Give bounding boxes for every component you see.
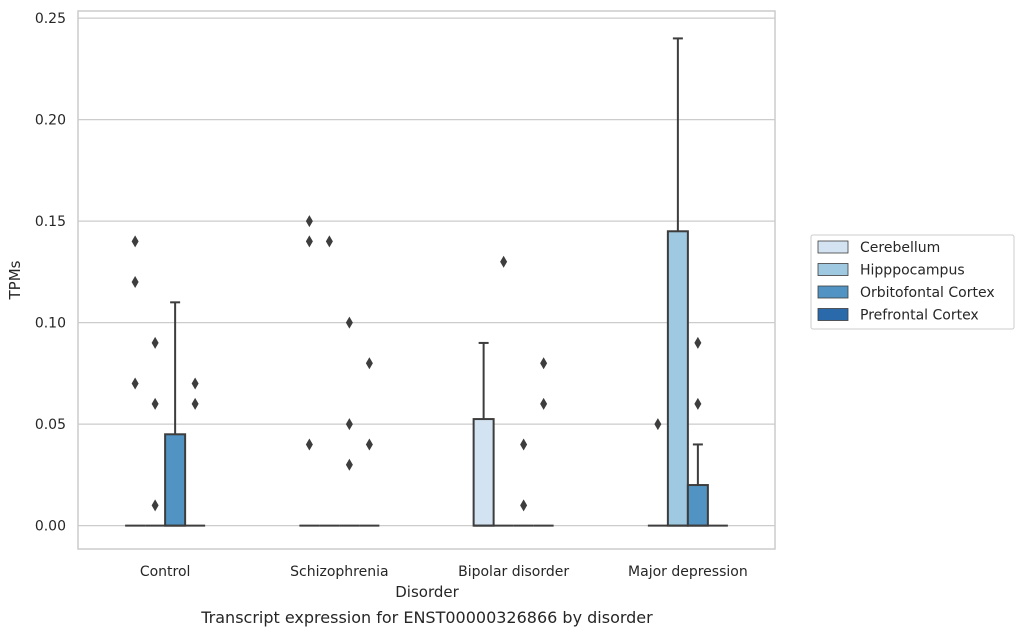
outlier-point xyxy=(694,397,702,410)
y-tick-label: 0.25 xyxy=(35,11,66,27)
box-2-0 xyxy=(472,341,495,527)
x-tick-label: Control xyxy=(140,564,191,580)
legend-entry: Prefrontal Cortex xyxy=(817,308,979,324)
outlier-point xyxy=(540,357,548,370)
outlier-point xyxy=(345,316,353,329)
legend-label: Orbitofontal Cortex xyxy=(860,285,995,301)
outlier-point xyxy=(305,215,313,228)
y-tick-label: 0.20 xyxy=(35,113,66,129)
y-tick-label: 0.05 xyxy=(35,417,66,433)
outlier-point xyxy=(131,377,139,390)
box-body xyxy=(666,230,689,527)
outlier-point xyxy=(520,438,528,451)
outlier-point xyxy=(325,235,333,248)
legend-swatch xyxy=(817,263,849,276)
legend-swatch xyxy=(817,285,849,299)
x-tick-label: Schizophrenia xyxy=(290,564,388,580)
outlier-point xyxy=(345,418,353,431)
outlier-point xyxy=(131,276,139,289)
outlier-point xyxy=(500,255,508,268)
legend-entry: Cerebellum xyxy=(817,240,940,256)
legend-swatch xyxy=(817,308,849,321)
outliers xyxy=(131,215,702,512)
box-3-1 xyxy=(666,37,689,527)
box-body xyxy=(686,484,709,527)
legend-entry: Hipppocampus xyxy=(817,263,965,279)
y-tick-label: 0.00 xyxy=(35,519,66,535)
x-axis-ticks: Control Schizophrenia Bipolar disorder Majo… xyxy=(140,564,748,580)
outlier-point xyxy=(131,235,139,248)
outlier-point xyxy=(305,438,313,451)
outlier-point xyxy=(365,357,373,370)
box-3-2 xyxy=(686,443,709,527)
chart-title: Transcript expression for ENST0000032686… xyxy=(200,608,653,627)
legend-swatch xyxy=(817,240,849,254)
boxes xyxy=(125,37,728,527)
y-tick-label: 0.15 xyxy=(35,214,66,230)
legend-frame xyxy=(810,234,1015,330)
outlier-point xyxy=(151,397,159,410)
box-body xyxy=(472,418,495,527)
box-0-2 xyxy=(164,301,187,527)
x-tick-label: Major depression xyxy=(628,564,748,580)
x-tick-label: Bipolar disorder xyxy=(458,564,569,580)
outlier-point xyxy=(694,336,702,349)
outlier-point xyxy=(365,438,373,451)
outlier-point xyxy=(654,418,662,431)
outlier-point xyxy=(305,235,313,248)
outlier-point xyxy=(191,397,199,410)
box-body xyxy=(164,433,187,527)
outlier-point xyxy=(540,397,548,410)
x-axis-label: Disorder xyxy=(395,583,459,601)
legend-label: Hipppocampus xyxy=(860,263,965,279)
y-axis-ticks: 0.00 0.05 0.10 0.15 0.20 0.25 xyxy=(35,11,66,535)
plot-frame xyxy=(77,10,776,550)
y-tick-label: 0.10 xyxy=(35,316,66,332)
legend-label: Prefrontal Cortex xyxy=(860,308,979,324)
outlier-point xyxy=(520,499,528,512)
legend: Cerebellum Hipppocampus Orbitofontal Corte… xyxy=(810,234,1015,330)
outlier-point xyxy=(151,336,159,349)
outlier-point xyxy=(151,499,159,512)
legend-label: Cerebellum xyxy=(860,240,940,256)
outlier-point xyxy=(191,377,199,390)
outlier-point xyxy=(345,458,353,471)
y-axis-label: TPMs xyxy=(6,260,24,300)
legend-entry: Orbitofontal Cortex xyxy=(817,285,995,301)
